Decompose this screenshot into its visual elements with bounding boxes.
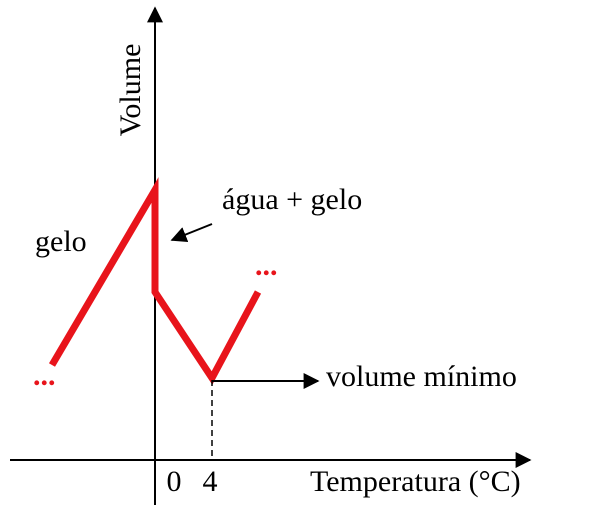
annotation: gelo [35, 225, 87, 258]
x-tick-label: 0 [167, 465, 182, 498]
ellipsis: ... [33, 359, 56, 392]
x-tick-label: 4 [203, 465, 218, 498]
x-label: Temperatura (°C) [310, 465, 521, 498]
annotation: água + gelo [222, 183, 362, 216]
ellipsis: ... [255, 249, 278, 282]
annotation: volume mínimo [326, 360, 517, 393]
y-label: Volume [114, 44, 147, 137]
volume-curve [48, 177, 262, 385]
water-ice-arrow [170, 223, 213, 243]
